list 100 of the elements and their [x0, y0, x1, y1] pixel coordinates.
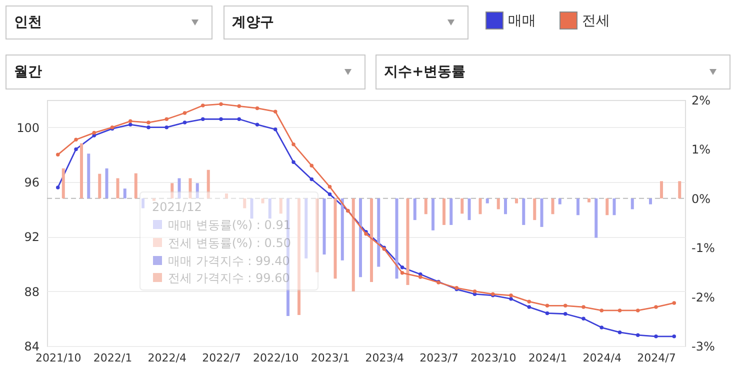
- point: [292, 160, 296, 164]
- bar: [522, 198, 526, 225]
- text: 지수+변동률: [384, 64, 466, 80]
- legend-label: 전세: [582, 13, 610, 29]
- y-tick-label: 92: [24, 230, 40, 244]
- point: [400, 266, 404, 270]
- y2-tick-label: -3%: [692, 340, 715, 354]
- point: [618, 308, 622, 312]
- x-tick-label: 2023/10: [470, 352, 516, 364]
- annotation: 전세 변동률(%) : 0.50: [168, 236, 291, 250]
- y2-tick-label: 2%: [692, 94, 711, 108]
- point: [509, 296, 513, 301]
- point: [527, 300, 531, 304]
- point: [418, 275, 422, 279]
- bar: [406, 198, 410, 285]
- point: [672, 301, 676, 305]
- point: [274, 128, 278, 132]
- legend-label: 매매: [508, 13, 536, 29]
- point: [201, 104, 205, 108]
- bar: [170, 183, 174, 198]
- point: [146, 125, 150, 130]
- bar: [533, 198, 536, 220]
- y-tick-label: 84: [24, 340, 40, 354]
- bar: [630, 198, 634, 210]
- bar: [268, 198, 272, 219]
- bar: [588, 198, 590, 202]
- bar: [87, 154, 90, 198]
- point: [545, 304, 550, 308]
- point: [237, 104, 241, 108]
- bar: [649, 198, 652, 204]
- bar: [196, 183, 199, 198]
- bar: [304, 198, 308, 258]
- bar: [612, 198, 616, 216]
- point: [292, 142, 296, 146]
- point: [636, 333, 640, 337]
- y-tick-label: 88: [24, 284, 40, 299]
- point: [74, 147, 78, 152]
- y2-tick-label: 1%: [692, 142, 711, 157]
- x-tick-label: 2022/4: [148, 352, 186, 364]
- bar: [123, 188, 126, 198]
- y2-tick-label: -2%: [692, 290, 715, 304]
- point: [56, 152, 60, 157]
- point: [56, 186, 60, 190]
- point: [600, 326, 604, 330]
- y2-tick-label: -1%: [692, 241, 715, 256]
- bar: [316, 198, 319, 272]
- point: [618, 330, 622, 334]
- x-tick-label: 2022/10: [253, 352, 299, 364]
- point: [636, 308, 640, 312]
- point: [600, 308, 604, 312]
- bar: [250, 198, 254, 219]
- point: [472, 289, 477, 294]
- point: [74, 138, 78, 142]
- point: [509, 294, 513, 298]
- point: [128, 119, 132, 124]
- bar: [486, 198, 489, 204]
- bar: [660, 181, 663, 198]
- point: [164, 125, 168, 130]
- point: [128, 122, 132, 126]
- point: [310, 164, 314, 168]
- bar: [460, 198, 464, 214]
- bar: [377, 198, 380, 267]
- point: [654, 305, 658, 309]
- y-tick-label: 96: [24, 176, 40, 190]
- bar: [540, 198, 544, 227]
- x-tick-label: 2022/7: [202, 352, 241, 364]
- annotation: 매매 변동률(%) : 0.91: [168, 218, 291, 232]
- point: [527, 305, 531, 309]
- point: [255, 122, 260, 126]
- x-tick-label: 2023/1: [310, 352, 350, 364]
- bar: [261, 198, 264, 204]
- bar: [424, 198, 428, 214]
- x-tick-label: 2024/4: [582, 352, 622, 364]
- bar: [116, 178, 120, 198]
- point: [564, 304, 568, 308]
- point: [182, 111, 187, 115]
- bar: [188, 178, 192, 198]
- point: [328, 184, 332, 189]
- bar: [62, 168, 65, 198]
- bar: [413, 198, 416, 220]
- text: 인천: [14, 14, 42, 30]
- point: [400, 271, 404, 275]
- x-tick-label: 2023/7: [420, 352, 458, 364]
- point: [182, 120, 187, 124]
- bar: [178, 178, 181, 198]
- bar: [558, 198, 562, 204]
- point: [545, 311, 550, 316]
- point: [582, 316, 586, 321]
- bar: [279, 198, 282, 214]
- x-tick-label: 2021/10: [36, 352, 82, 364]
- bar: [206, 170, 210, 198]
- point: [237, 117, 241, 121]
- bar: [606, 198, 609, 216]
- point: [672, 334, 676, 338]
- point: [92, 130, 96, 135]
- bar: [340, 198, 344, 260]
- bar: [80, 143, 83, 198]
- point: [274, 110, 278, 114]
- annotation: 매매 가격지수 : 99.40: [168, 254, 290, 268]
- bar: [504, 198, 507, 214]
